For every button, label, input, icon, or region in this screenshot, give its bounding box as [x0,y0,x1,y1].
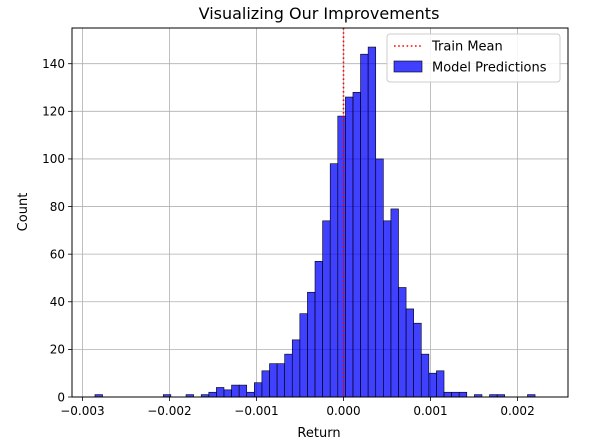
x-tick-label: −0.002 [147,404,191,418]
histogram-bar [269,363,278,398]
histogram-bar [428,372,437,398]
y-tick-label: 0 [57,390,65,404]
y-tick-label: 20 [50,343,65,357]
y-tick-label: 100 [42,152,65,166]
histogram-bar [352,91,361,398]
histogram-bar [216,387,225,398]
histogram-bar [383,220,392,398]
histogram-bar [451,391,460,398]
x-tick-label: −0.001 [234,404,278,418]
histogram-bar [443,391,452,398]
histogram-bar [420,353,430,398]
histogram-bar [299,313,308,398]
histogram-bar [223,389,232,398]
x-tick-label: 0.000 [326,404,360,418]
chart-title: Visualizing Our Improvements [199,4,440,23]
y-tick-label: 140 [42,57,65,71]
histogram-bar [405,308,414,398]
x-tick-label: 0.002 [500,404,534,418]
x-tick-label: −0.003 [60,404,104,418]
legend-model-predictions-swatch [393,60,423,73]
histogram-bar [291,339,301,398]
histogram-bar [208,391,217,398]
legend-model-predictions-label: Model Predictions [432,61,547,76]
histogram-bar [345,96,354,398]
histogram-bar [254,382,263,398]
histogram-bar [436,370,445,398]
y-axis-label: Count [16,193,31,232]
y-tick-label: 40 [50,295,65,309]
x-axis-label: Return [297,426,340,438]
histogram-bar [329,163,339,398]
y-tick-label: 120 [42,105,65,119]
histogram-bar [238,384,248,398]
histogram-bar [458,391,468,398]
x-tick-label: 0.001 [413,404,447,418]
histogram-bar [307,291,316,398]
x-axis-ticks: −0.003 −0.002 −0.001 0.000 0.001 0.002 [60,397,535,418]
y-axis-ticks: 0 20 40 60 80 100 120 140 [42,57,72,404]
y-tick-label: 60 [50,247,65,261]
histogram-bar [413,322,422,398]
histogram-bar [246,391,255,398]
histogram-bar [284,353,293,398]
histogram-bar [322,220,331,398]
grid-lines [72,28,568,398]
histogram-bar [367,46,377,398]
histogram-bar [276,363,285,398]
histogram-bar [390,208,399,398]
y-tick-label: 80 [50,200,65,214]
histogram-bar [360,53,369,398]
legend: Train Mean Model Predictions [386,33,561,83]
histogram-bar [375,158,384,398]
histogram-bar [398,287,407,398]
histogram-bar [314,261,323,398]
legend-box [386,33,561,83]
histogram-bar [261,370,270,398]
plot-frame [71,27,569,398]
legend-train-mean-label: Train Mean [431,40,503,55]
histogram-bar [231,384,240,398]
